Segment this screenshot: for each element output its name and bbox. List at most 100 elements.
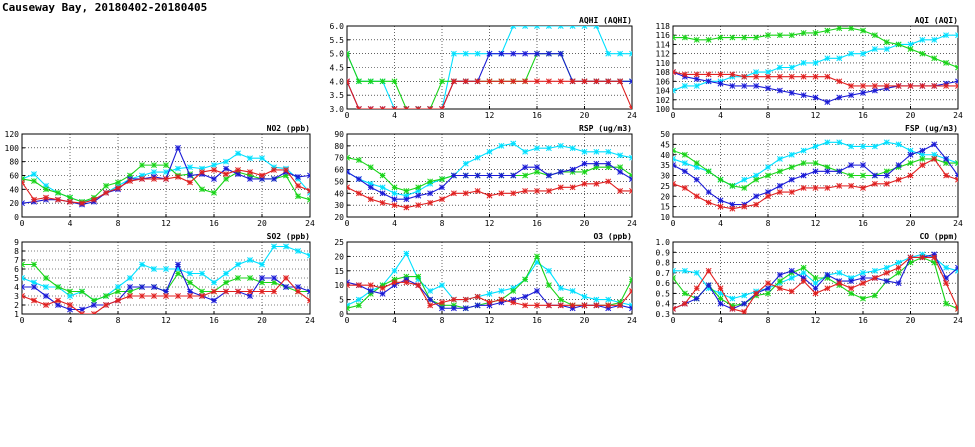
data-point — [673, 305, 676, 312]
x-tick-label: 20 — [906, 316, 916, 325]
x-tick-label: 12 — [811, 316, 821, 325]
data-point — [693, 285, 700, 292]
data-point — [347, 154, 350, 161]
series-red — [22, 167, 310, 207]
data-point — [403, 279, 410, 286]
y-tick-label: 40 — [9, 185, 19, 194]
series-cyan — [347, 250, 632, 309]
data-point — [522, 302, 529, 309]
x-tick-label: 8 — [440, 111, 445, 120]
data-point — [199, 270, 205, 277]
data-point — [673, 69, 676, 76]
data-point — [569, 166, 576, 173]
data-point — [22, 293, 25, 299]
data-point — [199, 186, 205, 193]
data-point — [415, 106, 422, 109]
data-point — [776, 168, 783, 175]
data-point — [617, 302, 624, 309]
data-point — [693, 193, 700, 200]
data-point — [557, 302, 564, 309]
data-point — [931, 36, 938, 43]
data-point — [271, 275, 277, 281]
data-point — [883, 269, 890, 276]
data-point — [943, 82, 950, 89]
data-point — [895, 264, 902, 271]
data-point — [379, 285, 386, 292]
data-point — [391, 196, 398, 203]
data-point — [139, 284, 145, 290]
data-point — [307, 288, 310, 295]
y-tick-label: 118 — [656, 22, 671, 31]
data-point — [705, 267, 712, 274]
data-point — [43, 194, 49, 201]
data-point — [498, 288, 505, 294]
y-tick-label: 0 — [14, 213, 19, 222]
data-point — [943, 59, 950, 66]
data-point — [605, 160, 612, 167]
data-point — [895, 176, 902, 183]
data-point — [91, 297, 97, 304]
series-green — [673, 26, 958, 71]
data-point — [681, 168, 688, 175]
data-point — [271, 176, 277, 182]
data-point — [462, 172, 469, 179]
x-tick-label: 4 — [392, 316, 397, 325]
data-point — [557, 142, 564, 149]
series-line — [22, 169, 310, 204]
data-point — [450, 296, 457, 303]
data-point — [91, 311, 97, 314]
series-red — [673, 69, 958, 89]
data-point — [55, 284, 61, 290]
data-point — [943, 300, 950, 307]
data-point — [391, 279, 398, 286]
series-blue — [347, 160, 632, 203]
data-point — [486, 50, 493, 57]
data-point — [569, 26, 576, 29]
data-point — [307, 172, 310, 179]
x-tick-label: 0 — [20, 316, 25, 325]
data-point — [175, 173, 181, 180]
data-point — [776, 271, 783, 278]
data-point — [510, 299, 517, 306]
data-point — [673, 267, 676, 274]
data-point — [522, 293, 529, 300]
data-point — [139, 162, 145, 169]
data-point — [729, 182, 736, 189]
y-tick-label: 0.8 — [656, 259, 671, 268]
data-point — [199, 293, 205, 299]
data-point — [545, 302, 552, 309]
data-point — [919, 50, 926, 57]
data-point — [367, 106, 374, 109]
data-point — [522, 164, 529, 171]
data-point — [545, 282, 552, 289]
data-point — [151, 176, 157, 182]
data-point — [883, 172, 890, 179]
data-point — [259, 172, 265, 179]
data-point — [79, 306, 85, 313]
y-tick-label: 80 — [9, 158, 19, 167]
data-point — [741, 176, 748, 183]
data-point — [427, 288, 434, 294]
data-point — [860, 184, 866, 191]
data-point — [534, 302, 540, 309]
data-point — [673, 162, 676, 169]
data-point — [681, 267, 688, 274]
data-point — [427, 199, 434, 206]
data-point — [347, 168, 350, 175]
series-red — [347, 279, 632, 309]
data-point — [681, 151, 688, 158]
x-tick-label: 0 — [671, 219, 676, 228]
x-tick-label: 0 — [671, 316, 676, 325]
data-point — [753, 73, 760, 80]
data-point — [223, 171, 229, 178]
data-point — [812, 275, 819, 281]
data-point — [486, 172, 493, 179]
data-point — [367, 184, 374, 191]
data-point — [741, 292, 748, 299]
y-tick-label: 114 — [656, 40, 671, 49]
data-point — [693, 76, 700, 82]
data-point — [788, 73, 795, 80]
x-tick-label: 20 — [906, 219, 916, 228]
data-point — [729, 305, 736, 312]
data-point — [593, 160, 600, 167]
